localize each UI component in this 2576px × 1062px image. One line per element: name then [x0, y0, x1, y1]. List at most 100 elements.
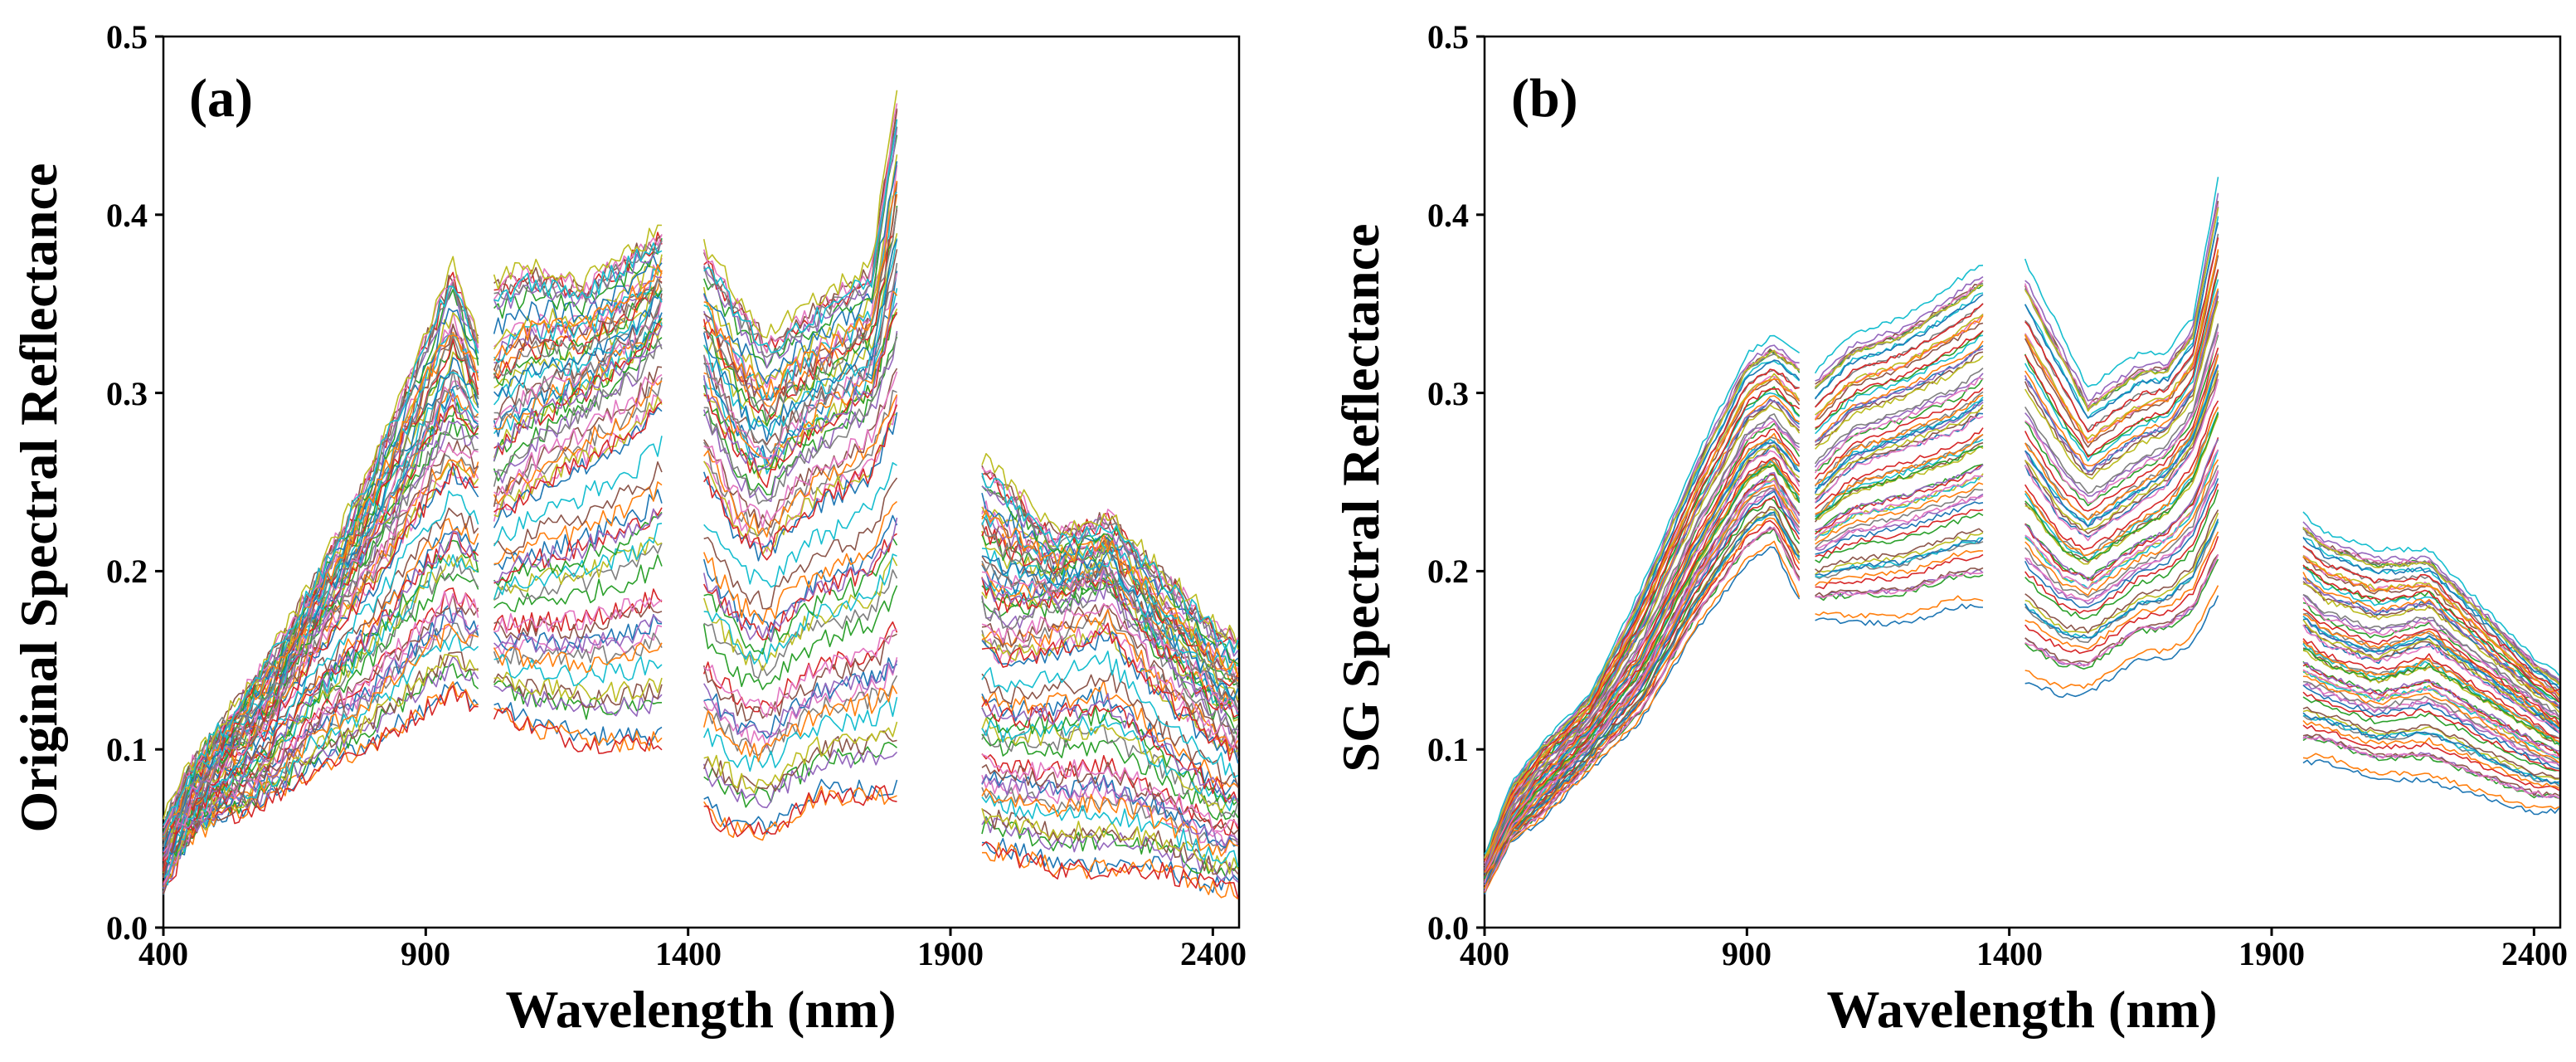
sample-spectrum-line [1815, 550, 1984, 587]
sample-spectrum-line [2024, 449, 2219, 590]
sample-spectrum-line [1814, 294, 1984, 400]
sample-spectrum-line [703, 404, 898, 561]
sample-spectrum-line [981, 622, 1239, 762]
axis-ticks [1476, 35, 2535, 936]
sample-spectrum-line [981, 493, 1239, 664]
sample-spectrum-line [2024, 364, 2219, 527]
sample-spectrum-line [702, 314, 897, 475]
sample-spectrum-line [981, 569, 1239, 714]
sample-spectrum-line [981, 453, 1239, 650]
sample-spectrum-line [1814, 265, 1984, 374]
sample-spectrum-line [2024, 207, 2219, 411]
sample-spectrum-line [493, 396, 663, 518]
sample-spectrum-line [2024, 553, 2219, 664]
sample-spectrum-line [702, 621, 898, 713]
x-tick-label: 400 [1460, 935, 1509, 972]
sample-spectrum-line [2024, 207, 2219, 411]
sample-spectrum-line [2024, 465, 2219, 598]
sample-spectrum-line [493, 508, 663, 584]
sample-spectrum-line [493, 325, 663, 461]
sample-spectrum-line [2024, 489, 2219, 620]
sample-spectrum-line [1815, 340, 1984, 442]
sample-spectrum-line [1484, 517, 1801, 889]
sample-spectrum-line [2024, 558, 2219, 670]
sample-spectrum-line [702, 633, 897, 722]
sample-spectrum-line [981, 579, 1239, 734]
sample-spectrum-line [1484, 546, 1801, 895]
sample-spectrum-line [493, 337, 663, 482]
sample-spectrum-line [703, 477, 898, 610]
sample-spectrum-line [2302, 536, 2560, 689]
y-tick-label: 0.3 [106, 375, 148, 412]
sample-spectrum-line [2302, 669, 2560, 758]
sample-spectrum-line [493, 337, 663, 487]
sample-spectrum-line [2024, 415, 2219, 565]
sample-spectrum-line [702, 273, 898, 459]
sample-spectrum-line [981, 773, 1239, 846]
sample-spectrum-line [1484, 490, 1801, 884]
sample-spectrum-line [2302, 555, 2560, 697]
sample-spectrum-line [1484, 480, 1801, 884]
sample-spectrum-line [493, 702, 663, 746]
sample-spectrum-line [981, 787, 1239, 852]
sample-spectrum-line [493, 625, 663, 656]
sample-spectrum-line [2024, 519, 2219, 639]
sample-spectrum-line [2302, 662, 2559, 753]
sample-spectrum-line [2024, 536, 2219, 655]
sample-spectrum-line [2302, 564, 2560, 703]
y-axis-title: SG Spectral Reflectance [1331, 223, 1390, 772]
sample-spectrum-line [981, 562, 1239, 713]
sample-spectrum-line [2024, 323, 2219, 494]
sample-spectrum-line [702, 749, 898, 809]
sample-spectrum-line [981, 680, 1239, 789]
sample-spectrum-line [1815, 488, 1984, 549]
x-tick-label: 2400 [2501, 935, 2568, 972]
sample-spectrum-line [2302, 545, 2560, 692]
sample-spectrum-line [1814, 373, 1984, 468]
sample-spectrum-line [2302, 527, 2560, 685]
sample-spectrum-line [2302, 619, 2559, 728]
sample-spectrum-line [703, 238, 898, 437]
sample-spectrum-line [2024, 521, 2219, 639]
sample-spectrum-line [702, 262, 898, 454]
sample-spectrum-line [703, 785, 897, 837]
y-tick-label: 0.2 [106, 553, 148, 590]
sample-spectrum-line [1815, 537, 1984, 577]
sample-spectrum-line [1815, 394, 1984, 486]
sample-spectrum-line [702, 90, 898, 339]
sample-spectrum-line [163, 440, 479, 866]
sample-spectrum-line [703, 462, 897, 588]
sample-spectrum-line [493, 278, 663, 379]
sample-spectrum-line [2024, 269, 2219, 458]
sample-spectrum-line [2302, 684, 2559, 770]
y-tick-label: 0.0 [106, 909, 148, 947]
sample-spectrum-line [703, 207, 898, 422]
spectra-group [163, 90, 1239, 900]
sample-spectrum-line [1815, 532, 1984, 576]
sample-spectrum-line [1484, 526, 1801, 892]
sample-spectrum-line [163, 684, 479, 889]
sample-spectrum-line [2302, 556, 2560, 696]
sample-spectrum-line [2024, 331, 2219, 504]
sample-spectrum-line [1815, 404, 1984, 495]
sample-spectrum-line [703, 333, 898, 505]
sample-spectrum-line [493, 401, 663, 514]
sample-spectrum-line [493, 537, 663, 601]
sample-spectrum-line [1484, 505, 1801, 886]
x-tick-label: 400 [139, 935, 188, 972]
sample-spectrum-line [2024, 370, 2219, 532]
sample-spectrum-line [493, 377, 663, 507]
sample-spectrum-line [493, 264, 663, 361]
sample-spectrum-line [493, 293, 663, 406]
sample-spectrum-line [2024, 353, 2219, 521]
sample-spectrum-line [1815, 464, 1984, 535]
sample-spectrum-line [703, 180, 898, 399]
sample-spectrum-line [702, 585, 898, 690]
sample-spectrum-line [2024, 279, 2219, 462]
sample-spectrum-line [981, 787, 1238, 857]
sample-spectrum-line [981, 475, 1239, 650]
sample-spectrum-line [2302, 675, 2560, 763]
sample-spectrum-line [981, 714, 1239, 811]
sample-spectrum-line [981, 609, 1239, 753]
